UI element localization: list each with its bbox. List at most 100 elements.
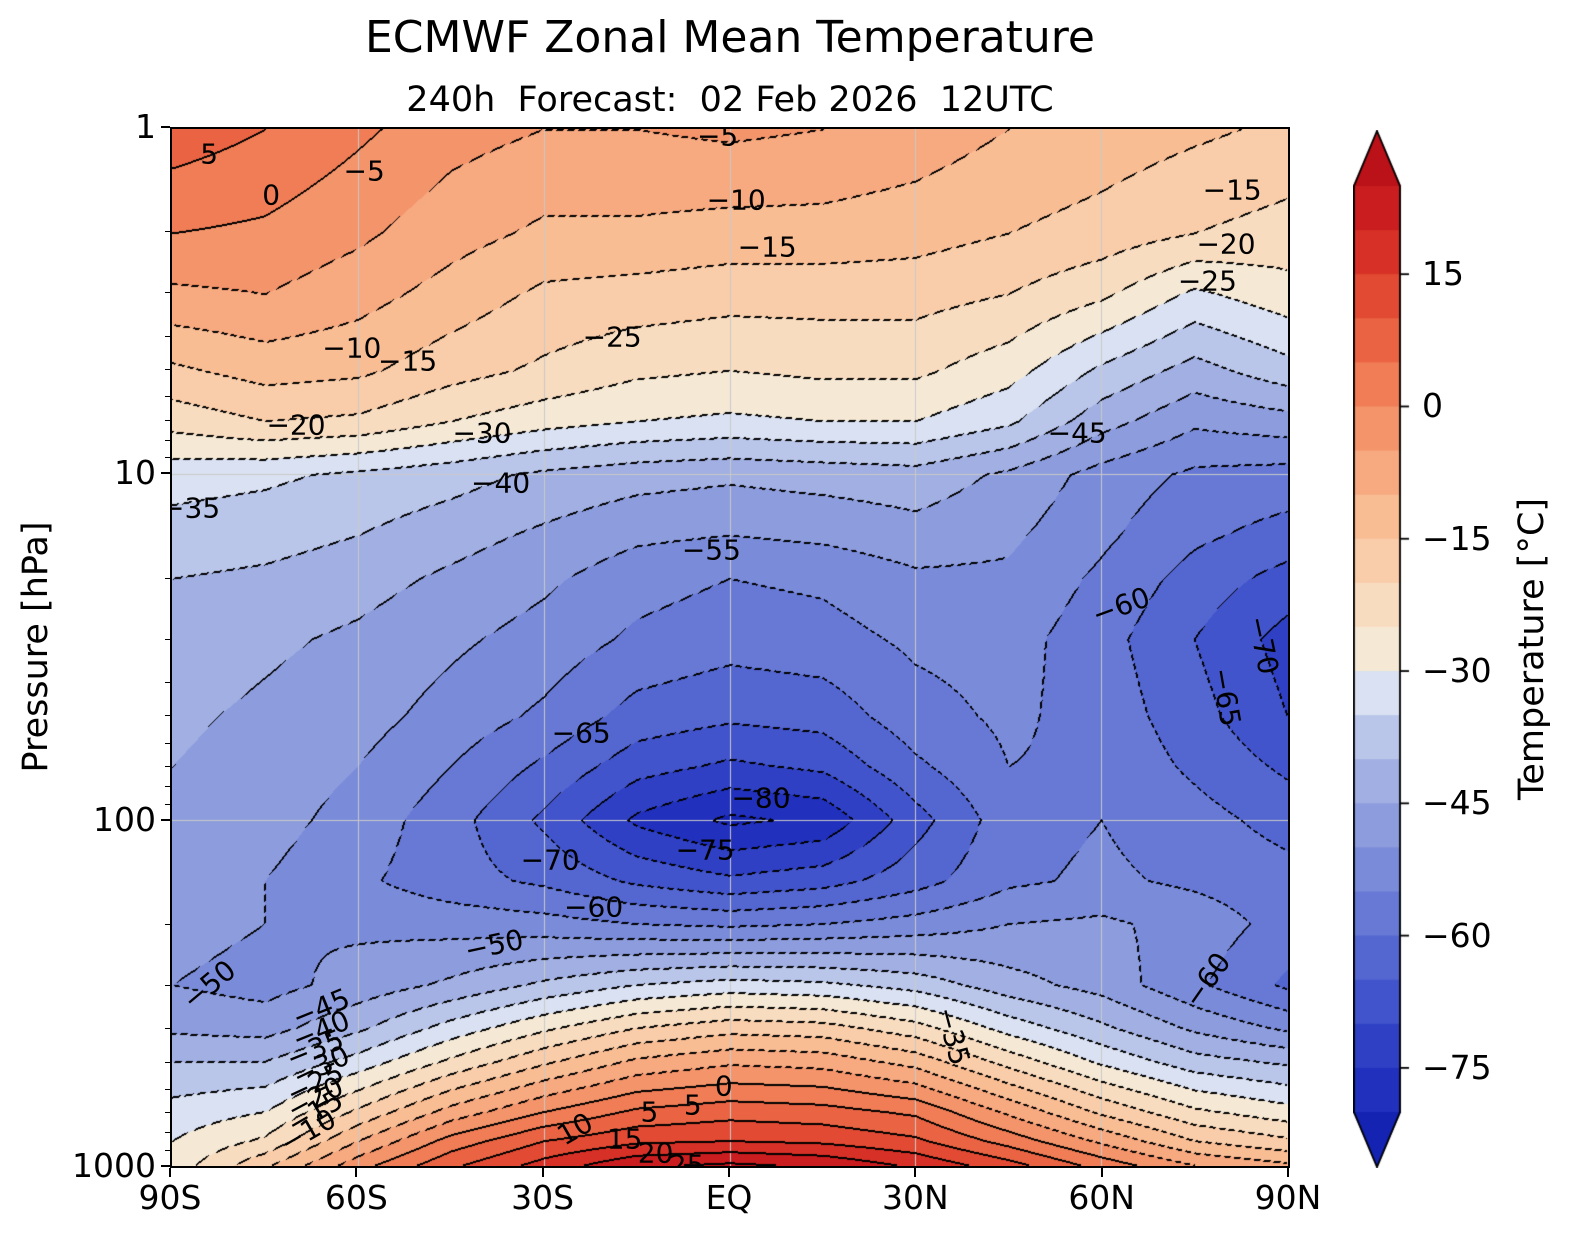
x-tick-mark [541, 1168, 544, 1177]
contour-label: −70 [1240, 612, 1286, 677]
y-minor-tick-mark [165, 439, 170, 441]
x-tick-label: 60N [1068, 1178, 1135, 1217]
x-tick-mark [169, 1168, 171, 1177]
colorbar-label: Temperature [°C] [1512, 497, 1552, 801]
y-minor-tick-mark [165, 1112, 170, 1114]
contour-label: −5 [343, 154, 385, 188]
y-minor-tick-mark [165, 419, 170, 421]
y-minor-tick-mark [165, 638, 170, 640]
colorbar-tick-label: 0 [1422, 386, 1443, 426]
x-tick-label: 60S [324, 1178, 388, 1217]
contour-label: −80 [731, 781, 791, 815]
contour-label: −20 [1196, 227, 1256, 261]
y-tick-mark [161, 818, 170, 821]
colorbar-tick-label: 15 [1422, 254, 1464, 294]
contour-label: −75 [675, 833, 735, 867]
y-axis-label: Pressure [hPa] [16, 521, 56, 773]
x-tick-mark [1100, 1168, 1103, 1177]
contour-label: 0 [262, 178, 281, 212]
colorbar-tick-label: −45 [1422, 783, 1492, 823]
contour-label: −10 [706, 183, 766, 217]
y-minor-tick-mark [165, 681, 170, 683]
x-tick-label: 90S [138, 1178, 202, 1217]
colorbar-tick-label: −60 [1422, 915, 1492, 955]
y-minor-tick-mark [165, 1061, 170, 1063]
contour-label: −70 [520, 843, 580, 877]
y-minor-tick-mark [165, 369, 170, 371]
contour-plot-canvas [172, 129, 1288, 1166]
contour-label: 15 [606, 1122, 643, 1156]
y-minor-tick-mark [165, 231, 170, 233]
contour-label: −30 [452, 416, 512, 450]
y-minor-tick-mark [165, 803, 170, 805]
contour-label: −15 [378, 344, 438, 378]
contour-label: −65 [551, 716, 611, 750]
contour-label: −25 [582, 320, 642, 354]
contour-label: −15 [737, 230, 797, 264]
y-minor-tick-mark [165, 715, 170, 717]
contour-label: −15 [1202, 173, 1262, 207]
y-tick-label: 10 [114, 453, 156, 493]
contour-label: 5 [640, 1095, 659, 1129]
chart-title: ECMWF Zonal Mean Temperature [365, 12, 1095, 63]
contour-label: −25 [1177, 264, 1237, 298]
y-tick-label: 1 [135, 107, 156, 146]
y-minor-tick-mark [165, 786, 170, 788]
contour-label: −35 [929, 1002, 977, 1069]
contour-label: −45 [1047, 416, 1107, 450]
y-minor-tick-mark [165, 1150, 170, 1152]
y-minor-tick-mark [165, 335, 170, 337]
y-tick-mark [161, 472, 170, 475]
x-tick-label: EQ [705, 1178, 753, 1217]
x-tick-mark [1287, 1168, 1289, 1177]
x-tick-mark [914, 1168, 917, 1177]
y-minor-tick-mark [165, 396, 170, 398]
colorbar-canvas [1353, 130, 1415, 1168]
contour-label: 0 [714, 1069, 733, 1102]
contour-label: 10 [551, 1105, 599, 1152]
contour-label: −35 [172, 491, 221, 525]
contour-label: −20 [266, 408, 326, 442]
contour-label: −55 [681, 533, 741, 567]
contour-label: 5 [683, 1088, 702, 1122]
x-tick-label: 90N [1254, 1178, 1322, 1217]
contour-label: −50 [462, 923, 527, 968]
contour-label: −10 [322, 331, 382, 365]
colorbar [1353, 130, 1415, 1172]
contour-label: 20 [637, 1136, 674, 1166]
y-minor-tick-mark [165, 766, 170, 768]
y-minor-tick-mark [165, 1132, 170, 1134]
y-minor-tick-mark [165, 742, 170, 744]
contour-label: 5 [200, 137, 219, 171]
contour-label: −40 [471, 466, 531, 500]
contour-label: −50 [175, 953, 243, 1017]
colorbar-tick-label: −15 [1422, 518, 1492, 558]
x-tick-mark [728, 1168, 730, 1177]
y-tick-mark [161, 1165, 170, 1167]
chart-subtitle: 240h Forecast: 02 Feb 2026 12UTC [406, 80, 1054, 120]
plot-area: 5 0 −5 −5 −10 −15 −15 −20 −25 −10 −15 −25 −20 −30 −45−… [170, 127, 1290, 1168]
x-tick-label: 30N [881, 1178, 949, 1217]
y-minor-tick-mark [165, 1028, 170, 1030]
colorbar-tick-label: −75 [1422, 1047, 1492, 1087]
y-minor-tick-mark [165, 1089, 170, 1091]
contour-label-layer: 5 0 −5 −5 −10 −15 −15 −20 −25 −10 −15 −25 −20 −30 −45−… [172, 129, 1288, 1166]
x-tick-mark [355, 1168, 358, 1177]
y-tick-label: 100 [93, 799, 156, 839]
y-minor-tick-mark [165, 457, 170, 459]
contour-label: 25 [668, 1148, 705, 1166]
y-minor-tick-mark [165, 923, 170, 925]
colorbar-tick-label: −30 [1422, 651, 1492, 691]
contour-label: −60 [1087, 580, 1155, 632]
y-minor-tick-mark [165, 577, 170, 579]
contour-label: −5 [696, 129, 739, 153]
y-tick-label: 1000 [72, 1146, 156, 1185]
contour-label: −60 [564, 890, 624, 924]
contour-label: −65 [1204, 665, 1248, 730]
x-tick-label: 30S [511, 1178, 575, 1217]
contour-label: −60 [1176, 946, 1238, 1014]
y-minor-tick-mark [165, 984, 170, 986]
y-tick-mark [161, 126, 170, 128]
y-minor-tick-mark [165, 292, 170, 294]
